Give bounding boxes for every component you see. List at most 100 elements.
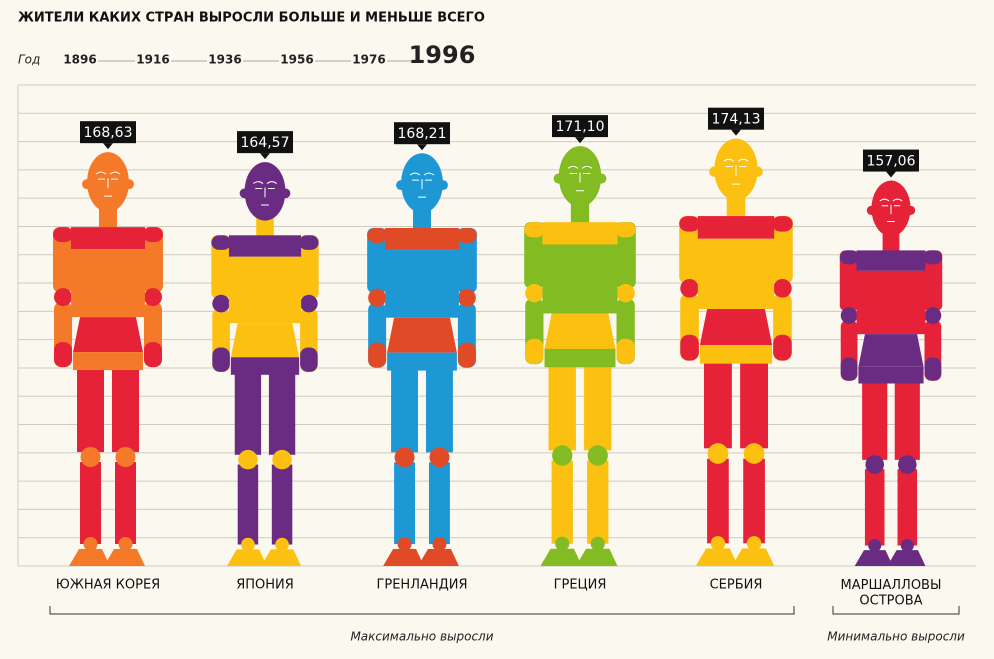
knee	[865, 455, 885, 474]
torso-hips	[544, 348, 616, 368]
ear	[437, 180, 448, 191]
arm-upper	[367, 227, 388, 293]
arm-upper	[524, 222, 545, 289]
elbow	[924, 307, 942, 324]
value-label-box	[80, 121, 136, 144]
torso-belly	[230, 323, 300, 358]
ear	[396, 180, 407, 191]
torso-hips	[699, 345, 773, 364]
face	[879, 198, 903, 223]
knee	[272, 449, 292, 470]
hand	[680, 334, 699, 361]
person-figure	[53, 152, 163, 566]
value-label-pointer	[886, 171, 896, 178]
leg-lower	[271, 464, 293, 545]
leg-upper	[548, 364, 576, 451]
ear	[752, 166, 763, 177]
face	[409, 172, 435, 198]
group-label: Максимально выросли	[350, 630, 493, 644]
hand	[457, 342, 476, 368]
hand	[616, 338, 635, 365]
torso-chest	[542, 244, 618, 314]
leg-lower	[707, 458, 729, 544]
face	[723, 158, 749, 185]
elbow	[680, 279, 699, 298]
ear	[866, 205, 877, 216]
ankle	[397, 537, 412, 552]
person-figure	[679, 138, 793, 566]
leg-upper	[111, 367, 139, 453]
shoulder	[367, 227, 388, 243]
knee	[238, 449, 258, 470]
leg-upper	[862, 380, 888, 460]
hand	[924, 357, 942, 381]
knee	[115, 447, 136, 468]
leg-upper	[234, 371, 262, 455]
value-label-pointer	[260, 153, 270, 160]
chart-title: ЖИТЕЛИ КАКИХ СТРАН ВЫРОСЛИ БОЛЬШЕ И МЕНЬ…	[18, 11, 485, 26]
shoulder	[679, 216, 700, 232]
shoulder	[456, 227, 477, 243]
leg-upper	[740, 360, 768, 449]
value-label-box	[863, 149, 919, 172]
leg-lower	[80, 462, 102, 545]
year-button[interactable]: 1916	[136, 53, 169, 67]
foot	[418, 549, 459, 566]
value-label-box	[708, 107, 764, 130]
leg-lower	[394, 462, 416, 545]
person-figure	[211, 162, 319, 566]
leg-lower	[897, 469, 918, 546]
foot	[575, 548, 618, 566]
year-button[interactable]: 1936	[208, 53, 241, 67]
arm-upper	[923, 250, 943, 311]
group-bracket	[832, 606, 960, 615]
elbow	[525, 284, 544, 303]
year-button[interactable]: 1896	[63, 53, 96, 67]
torso-chest	[385, 249, 459, 318]
knee	[897, 455, 917, 474]
hand	[143, 342, 162, 368]
hand	[840, 357, 858, 381]
leg-lower	[551, 460, 573, 544]
torso-belly	[699, 308, 773, 346]
year-button[interactable]: 1976	[352, 53, 385, 67]
value-label-box	[394, 122, 450, 145]
arm-upper	[615, 222, 636, 289]
shoulder	[53, 227, 74, 243]
ear	[596, 173, 607, 184]
torso-shoulders	[228, 235, 302, 257]
leg-upper	[268, 371, 296, 455]
category-label: ЯПОНИЯ	[236, 578, 294, 593]
foot	[695, 548, 739, 566]
category-label: СЕРБИЯ	[710, 578, 763, 593]
shoulder	[299, 235, 319, 250]
value-label: 168,63	[84, 125, 133, 141]
shoulder	[142, 227, 163, 243]
leg-lower	[428, 462, 450, 545]
elbow	[54, 288, 73, 307]
shoulder	[524, 222, 545, 238]
foot	[261, 549, 302, 566]
value-label-pointer	[575, 137, 585, 144]
value-label-pointer	[731, 129, 741, 136]
foot	[226, 549, 267, 566]
leg-lower	[237, 464, 259, 545]
shoulder	[772, 216, 793, 232]
ankle	[241, 537, 255, 552]
shoulder	[615, 222, 636, 238]
knee	[429, 447, 450, 468]
arm-upper	[839, 250, 859, 311]
torso-chest	[71, 249, 145, 318]
torso-chest	[856, 270, 926, 335]
hand	[773, 334, 792, 361]
leg-upper	[425, 367, 453, 453]
hand	[368, 342, 387, 368]
year-button[interactable]: 1956	[280, 53, 313, 67]
torso-shoulders	[542, 222, 618, 245]
value-label: 164,57	[241, 135, 290, 151]
torso-belly	[387, 317, 457, 353]
ear	[123, 179, 134, 190]
value-label-box	[237, 131, 293, 154]
ankle	[900, 539, 914, 553]
